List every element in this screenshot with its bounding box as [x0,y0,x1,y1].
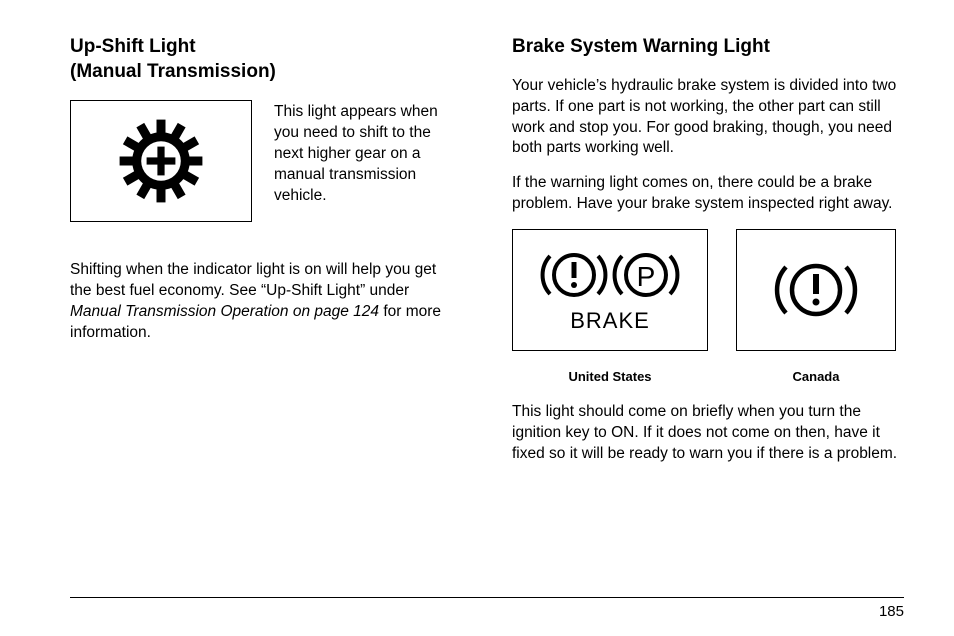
brake-para3: This light should come on briefly when y… [512,402,904,465]
brake-box-us: P BRAKE [512,229,708,351]
brake-heading: Brake System Warning Light [512,35,904,60]
page-columns: Up-Shift Light (Manual Transmission) [70,35,904,575]
upshift-icon-box [70,100,252,222]
heading-line2: (Manual Transmission) [70,61,276,82]
column-left: Up-Shift Light (Manual Transmission) [70,35,467,575]
page-number: 185 [879,603,904,620]
svg-text:P: P [637,261,656,292]
brake-para1: Your vehicle’s hydraulic brake system is… [512,76,904,160]
brake-caption-row: United States Canada [512,361,904,384]
brake-symbols-us: P [539,246,681,304]
caption-ca: Canada [736,369,896,384]
caption-us: United States [512,369,708,384]
upshift-icon-row: This light appears when you need to shif… [70,100,462,222]
upshift-heading: Up-Shift Light (Manual Transmission) [70,35,462,84]
upshift-icon-text: This light appears when you need to shif… [274,100,462,207]
brake-icon-row: P BRAKE [512,229,904,351]
brake-exclaim-icon [539,246,609,304]
brake-p-icon: P [611,246,681,304]
footer-rule [70,597,904,599]
column-right: Brake System Warning Light Your vehicle’… [507,35,904,575]
brake-box-ca [736,229,896,351]
upshift-para2: Shifting when the indicator light is on … [70,260,462,344]
para2-a: Shifting when the indicator light is on … [70,261,436,299]
brake-canada-icon [771,255,861,325]
gear-plus-icon [116,116,206,206]
para2-italic: Manual Transmission Operation on page 12… [70,303,379,320]
brake-label: BRAKE [570,308,650,334]
heading-line1: Up-Shift Light [70,36,196,57]
brake-para2: If the warning light comes on, there cou… [512,173,904,215]
